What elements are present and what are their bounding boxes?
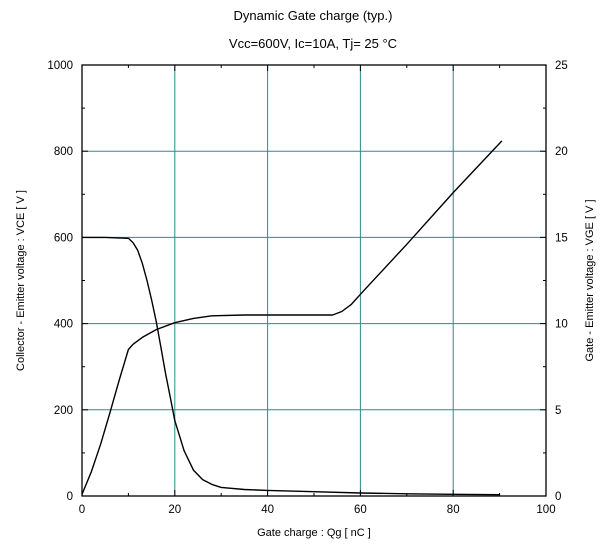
y-tick-label: 0	[67, 491, 73, 503]
x-axis-label: Gate charge : Qg [ nC ]	[257, 527, 371, 539]
chart-title: Dynamic Gate charge (typ.)	[234, 8, 393, 23]
series-lines	[81, 140, 503, 496]
x-tick-label: 60	[354, 504, 367, 516]
x-tick-label: 100	[536, 504, 555, 516]
y-axis-label-left: Collector - Emitter voltage : VCE [ V ]	[15, 190, 27, 371]
chart-subtitle: Vcc=600V, Ic=10A, Tj= 25 °C	[229, 36, 397, 51]
y-tick-label: 800	[54, 146, 73, 158]
y-tick-label: 1000	[47, 60, 73, 72]
grid-lines	[82, 65, 546, 496]
x-tick-label: 0	[79, 504, 85, 516]
y-tick-label: 400	[54, 319, 73, 331]
y-right-tick-label: 0	[555, 491, 561, 503]
plot-frame	[81, 64, 547, 497]
y-right-tick-label: 10	[555, 319, 568, 331]
x-tick-label: 80	[447, 504, 460, 516]
y-right-tick-label: 25	[555, 60, 568, 72]
y-tick-label: 600	[54, 232, 73, 244]
y-right-tick-label: 15	[555, 232, 568, 244]
y-right-tick-label: 20	[555, 146, 568, 158]
y-axis-label-right: Gate - Emitter voltage : VGE [ V ]	[584, 199, 596, 361]
x-tick-label: 20	[168, 504, 181, 516]
y-right-tick-label: 5	[555, 405, 561, 417]
x-tick-label: 40	[261, 504, 274, 516]
vge-curve	[81, 140, 503, 495]
y-tick-label: 200	[54, 405, 73, 417]
vce-curve	[82, 236, 500, 496]
